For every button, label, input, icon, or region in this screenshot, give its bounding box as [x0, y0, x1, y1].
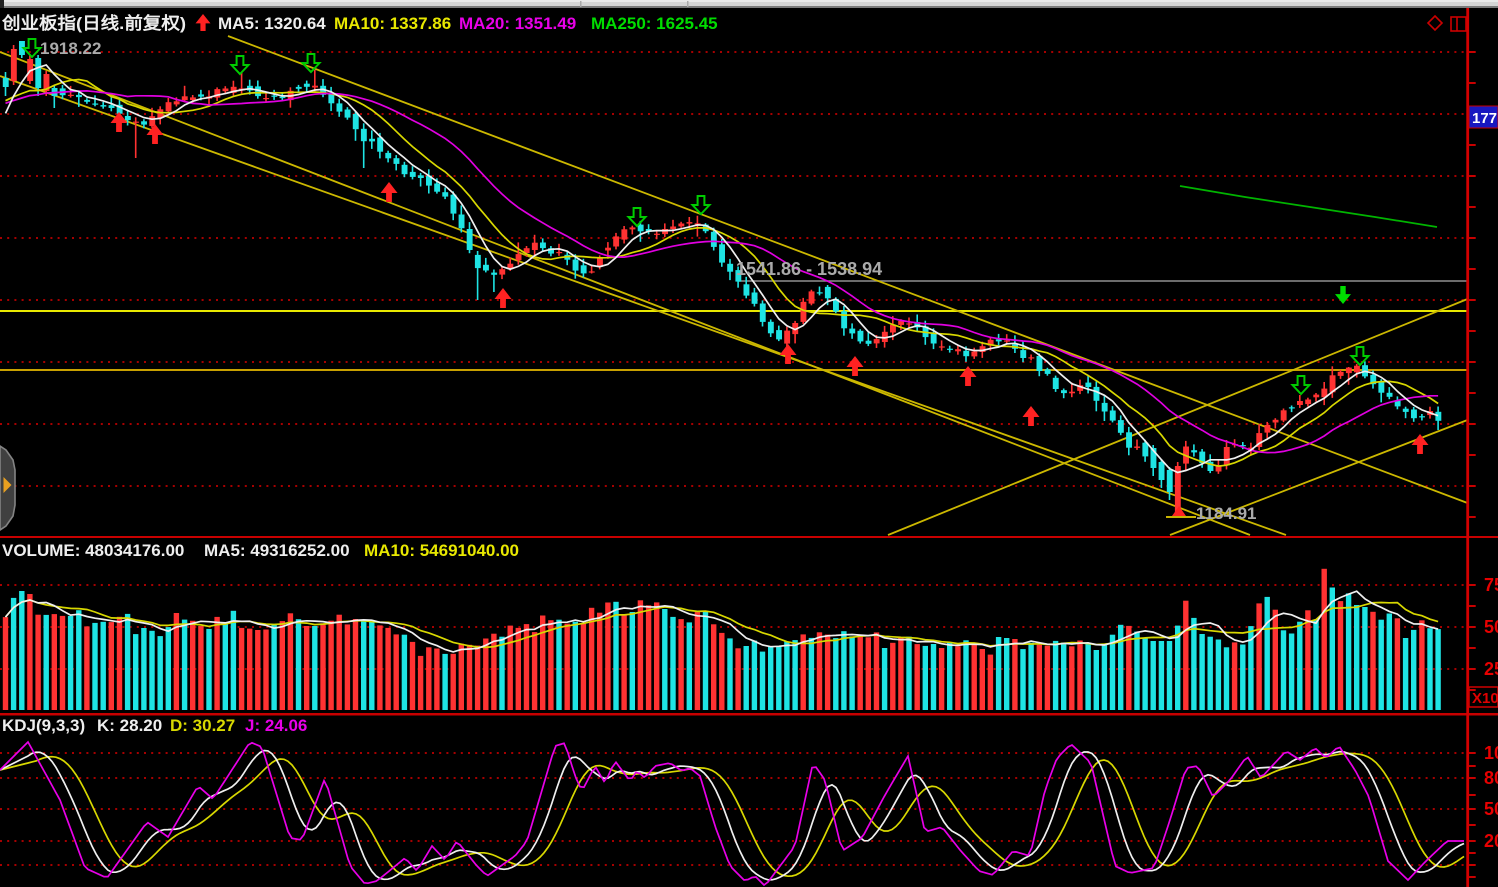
svg-text:50: 50	[1484, 799, 1498, 819]
svg-text:1918.22: 1918.22	[40, 39, 101, 58]
svg-text:MA10: 1337.86: MA10: 1337.86	[334, 14, 451, 33]
svg-text:VOLUME: 48034176.00: VOLUME: 48034176.00	[2, 541, 184, 560]
svg-text:20: 20	[1484, 831, 1498, 851]
svg-text:80: 80	[1484, 768, 1498, 788]
svg-text:K: 28.20: K: 28.20	[97, 716, 162, 735]
svg-text:X10: X10	[1472, 690, 1498, 707]
svg-text:创业板指(日线.前复权): 创业板指(日线.前复权)	[1, 13, 186, 33]
svg-text:MA5: 1320.64: MA5: 1320.64	[218, 14, 326, 33]
svg-text:MA20: 1351.49: MA20: 1351.49	[459, 14, 576, 33]
svg-text:1184.91: 1184.91	[1196, 504, 1257, 523]
svg-text:D: 30.27: D: 30.27	[170, 716, 235, 735]
svg-text:50: 50	[1484, 617, 1498, 637]
svg-text:KDJ(9,3,3): KDJ(9,3,3)	[2, 716, 85, 735]
svg-text:MA10: 54691040.00: MA10: 54691040.00	[364, 541, 519, 560]
svg-text:25: 25	[1484, 659, 1498, 679]
svg-text:J: 24.06: J: 24.06	[245, 716, 307, 735]
svg-text:1541.86 - 1538.94: 1541.86 - 1538.94	[736, 259, 882, 279]
svg-text:75: 75	[1484, 575, 1498, 595]
svg-text:100: 100	[1484, 743, 1498, 763]
svg-text:177: 177	[1472, 110, 1497, 127]
svg-text:MA250: 1625.45: MA250: 1625.45	[591, 14, 718, 33]
svg-text:MA5: 49316252.00: MA5: 49316252.00	[204, 541, 350, 560]
